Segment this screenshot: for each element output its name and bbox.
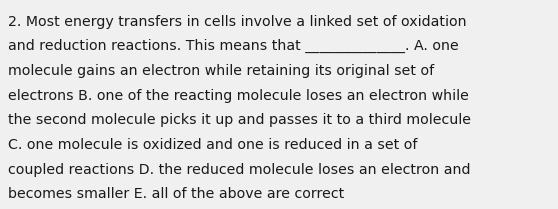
Text: electrons B. one of the reacting molecule loses an electron while: electrons B. one of the reacting molecul… [8,89,469,103]
Text: the second molecule picks it up and passes it to a third molecule: the second molecule picks it up and pass… [8,113,472,127]
Text: coupled reactions D. the reduced molecule loses an electron and: coupled reactions D. the reduced molecul… [8,163,471,177]
Text: C. one molecule is oxidized and one is reduced in a set of: C. one molecule is oxidized and one is r… [8,138,418,152]
Text: 2. Most energy transfers in cells involve a linked set of oxidation: 2. Most energy transfers in cells involv… [8,15,467,29]
Text: becomes smaller E. all of the above are correct: becomes smaller E. all of the above are … [8,187,345,201]
Text: molecule gains an electron while retaining its original set of: molecule gains an electron while retaini… [8,64,435,78]
Text: and reduction reactions. This means that ______________. A. one: and reduction reactions. This means that… [8,39,459,54]
